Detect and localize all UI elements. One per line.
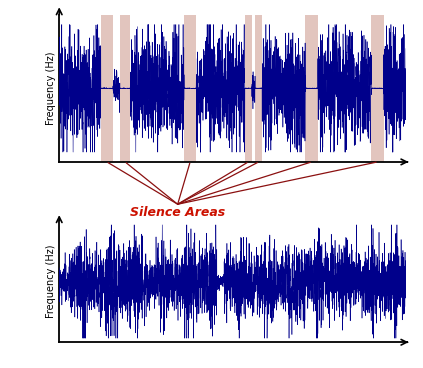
Bar xyxy=(245,15,252,162)
Bar xyxy=(305,15,318,162)
Bar xyxy=(120,15,130,162)
Bar xyxy=(371,15,384,162)
Text: Silence Areas: Silence Areas xyxy=(130,206,225,219)
Bar xyxy=(184,15,196,162)
Y-axis label: Frequency (Hz): Frequency (Hz) xyxy=(47,52,56,125)
Bar xyxy=(101,15,113,162)
Bar xyxy=(255,15,262,162)
Y-axis label: Frequency (Hz): Frequency (Hz) xyxy=(47,245,56,318)
